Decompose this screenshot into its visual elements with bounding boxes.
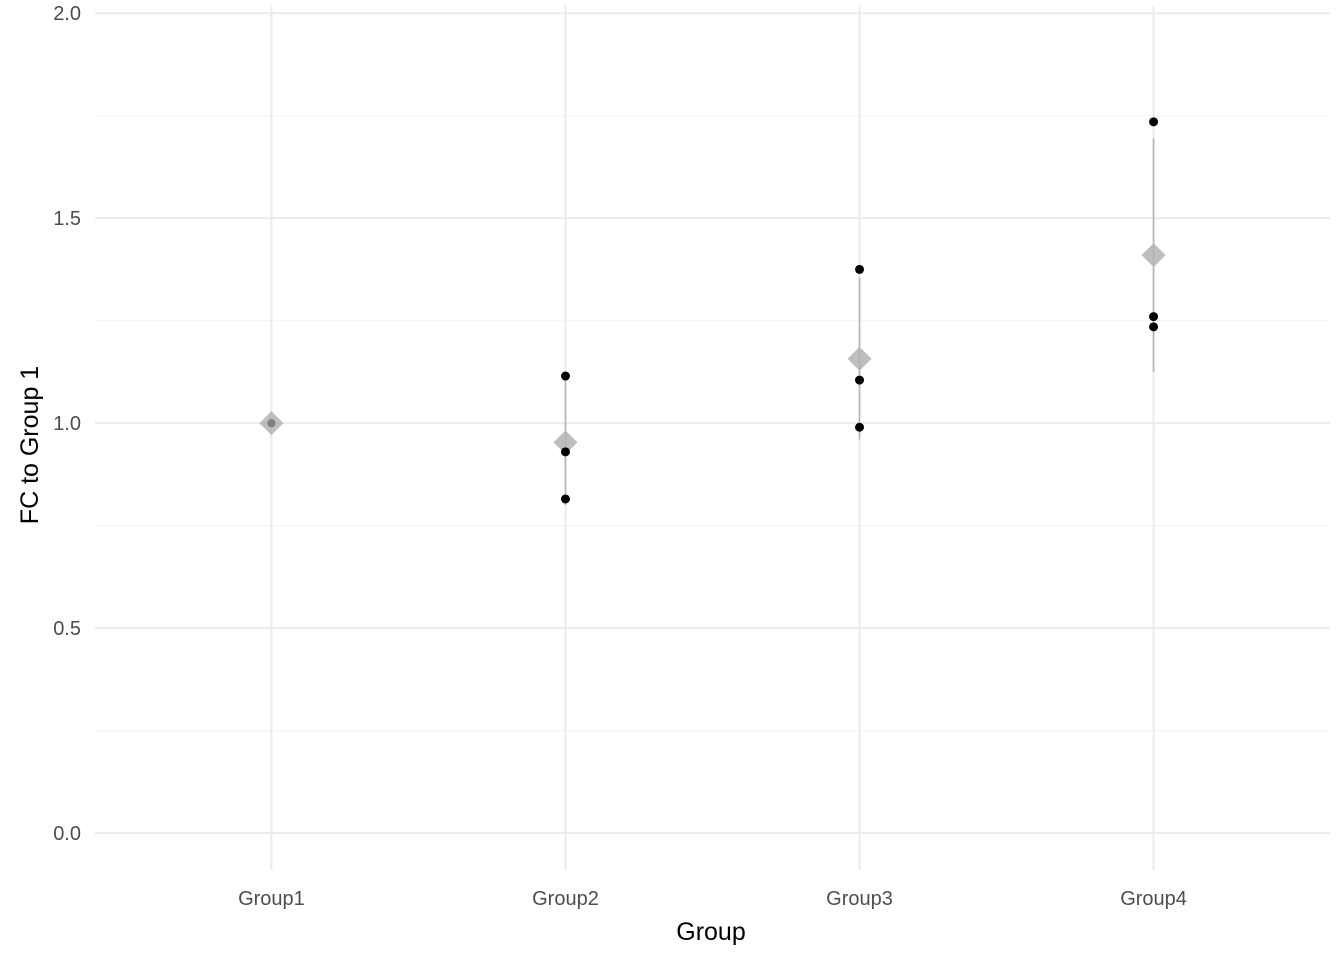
data-point	[267, 419, 276, 428]
x-tick-labels: Group1 Group2 Group3 Group4	[238, 888, 1187, 910]
data-point	[560, 494, 570, 504]
data-point	[855, 264, 865, 274]
y-tick-label: 2.0	[53, 3, 81, 25]
y-tick-label: 0.5	[53, 618, 81, 640]
x-tick-label: Group2	[532, 888, 599, 910]
summary-diamond	[553, 430, 578, 455]
data-point	[560, 371, 570, 381]
data-point	[560, 447, 570, 457]
y-axis-title: FC to Group 1	[16, 366, 44, 524]
data-point	[855, 422, 865, 432]
data-point	[1149, 322, 1159, 332]
data-point	[1149, 312, 1159, 322]
y-tick-label: 1.0	[53, 413, 81, 435]
grid-minor	[95, 115, 1330, 732]
data-points	[267, 117, 1159, 504]
y-tick-label: 1.5	[53, 208, 81, 230]
y-tick-label: 0.0	[53, 823, 81, 845]
data-point	[855, 375, 865, 385]
grid-major	[95, 5, 1330, 870]
x-tick-label: Group3	[826, 888, 893, 910]
summary-diamond	[847, 346, 872, 371]
x-tick-label: Group1	[238, 888, 305, 910]
x-axis-title: Group	[676, 918, 745, 946]
summary-diamond	[1141, 243, 1166, 268]
x-tick-label: Group4	[1120, 888, 1187, 910]
data-point	[1149, 117, 1159, 127]
y-tick-labels: 0.0 0.5 1.0 1.5 2.0	[53, 3, 81, 845]
